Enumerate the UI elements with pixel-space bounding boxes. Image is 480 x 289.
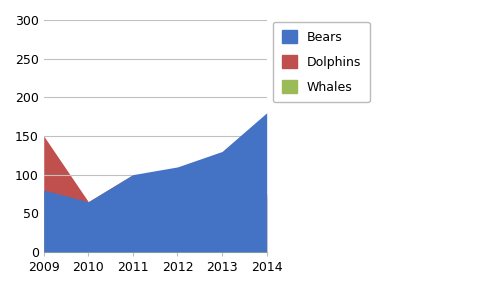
Legend: Bears, Dolphins, Whales: Bears, Dolphins, Whales (272, 22, 369, 103)
